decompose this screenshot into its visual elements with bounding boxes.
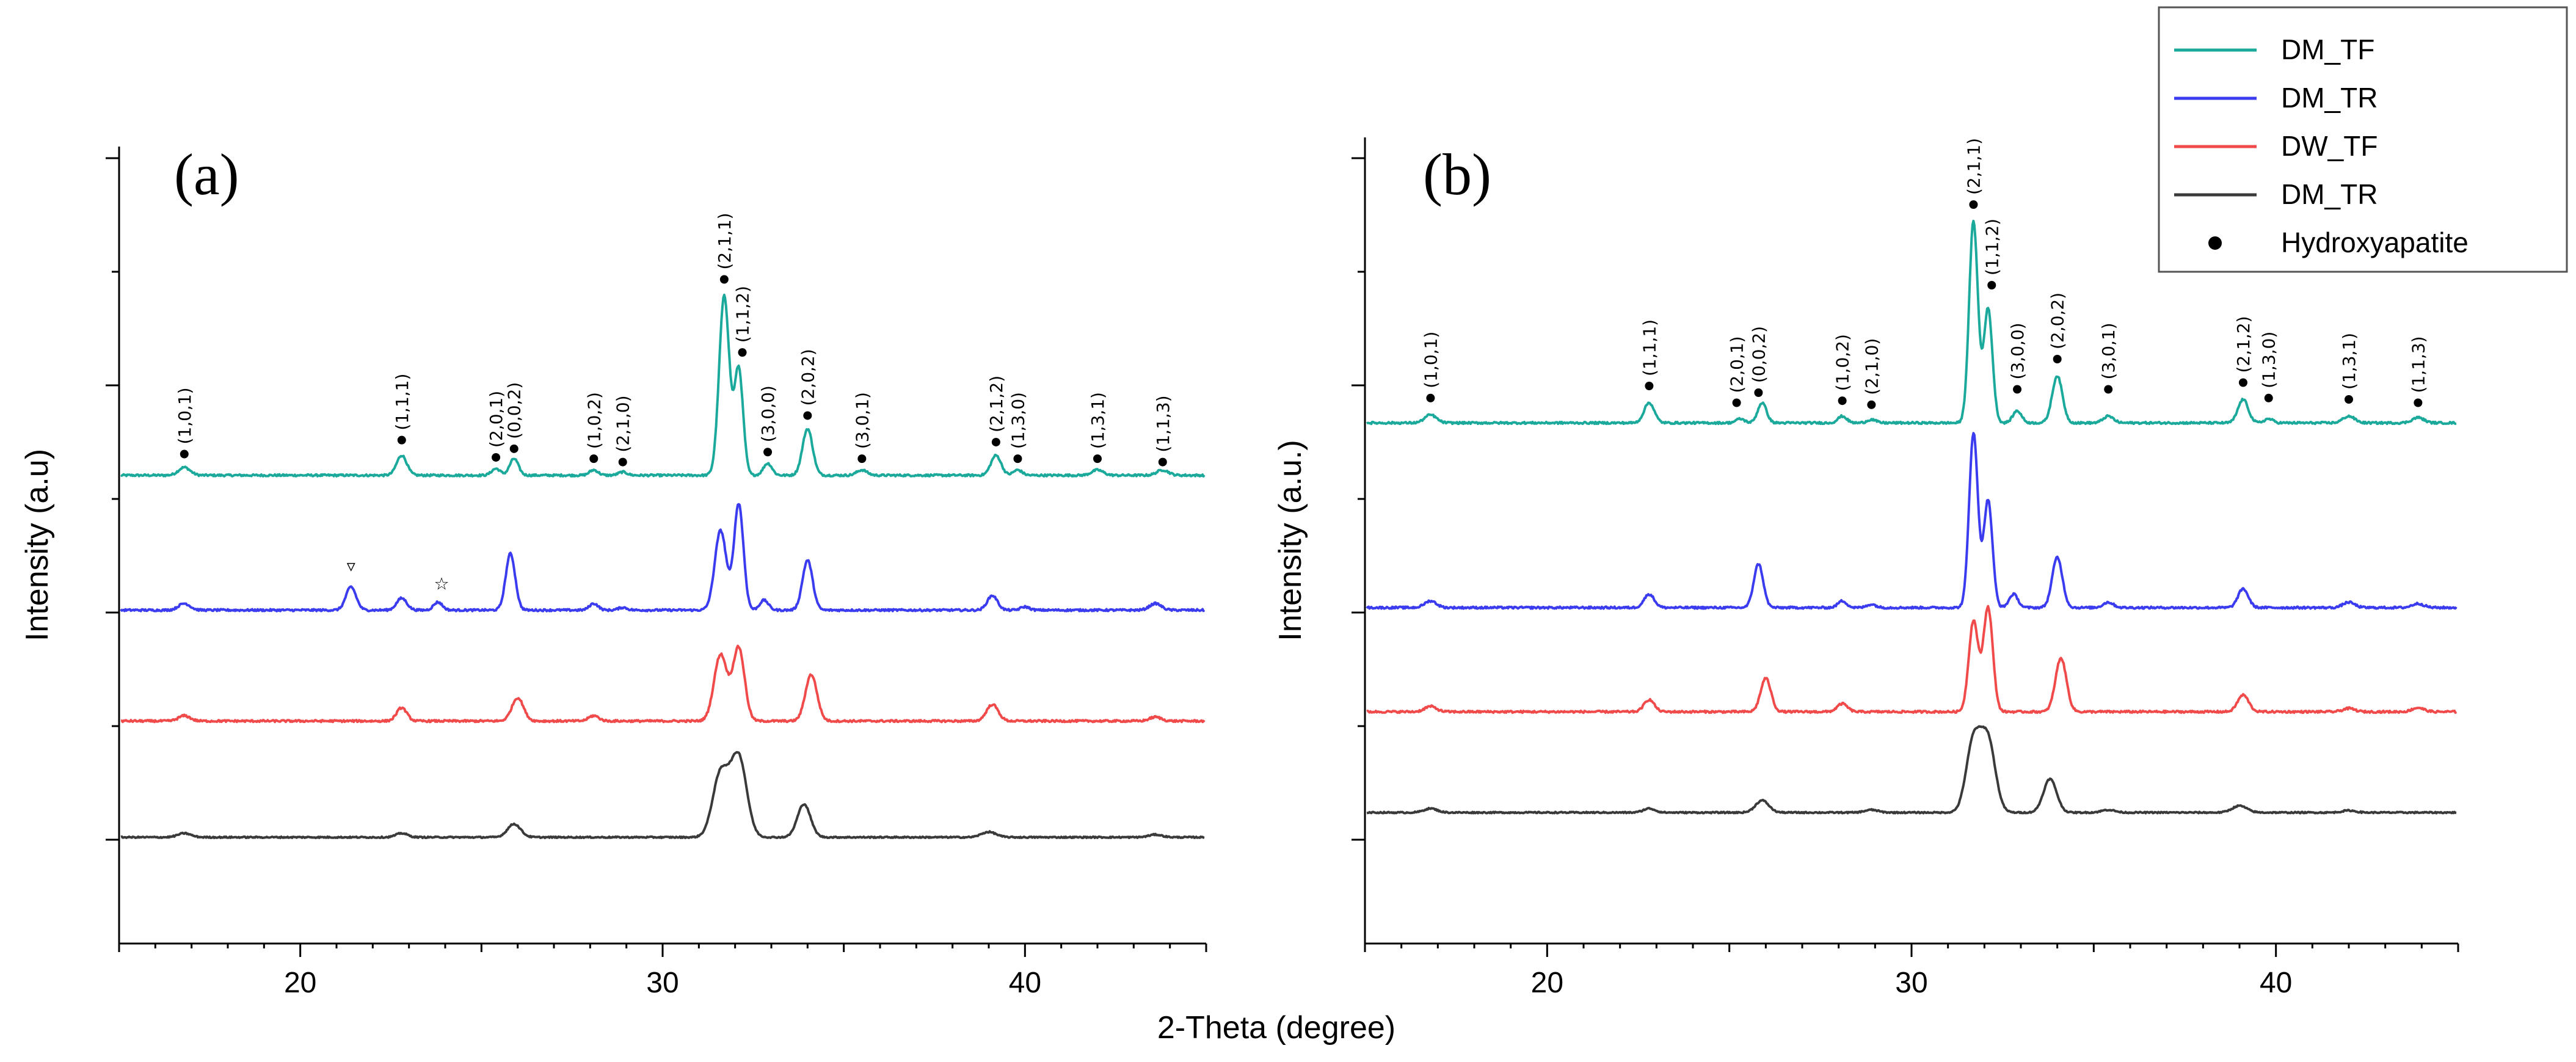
peak-label-111: (1,1,1) [1639,319,1659,376]
hydroxyapatite-marker [1093,454,1102,464]
legend-label: DM_TF [2281,34,2374,65]
x-tick-label: 30 [646,967,679,999]
shared-x-axis-title: 2-Theta (degree) [1157,1010,1395,1046]
peak-label-212: (2,1,2) [986,376,1006,432]
legend-dot-icon [2208,236,2222,250]
hydroxyapatite-marker [1838,396,1847,406]
y-axis-title: Intensity (a.u) [20,449,55,641]
peak-label-202: (2,0,2) [798,349,818,406]
hydroxyapatite-marker [1969,200,1978,209]
peak-label-211: (2,1,1) [715,213,735,269]
peak-label-130: (1,3,0) [1008,392,1028,449]
series-line-dm-tr-1 [120,503,1206,613]
peak-label-113: (1,1,3) [2408,336,2428,393]
peak-label-112: (1,1,2) [1982,219,2002,275]
legend-entry-0: DM_TF [2174,34,2374,65]
hydroxyapatite-marker [2238,378,2247,387]
peak-label-300: (3,0,0) [2007,322,2028,379]
peak-label-212: (2,1,2) [2233,316,2254,373]
panel-a: 20 30 40 Intensity (a.u) (a) (1,0,1) (1,1,1) (2… [20,142,1207,999]
legend-entry-2: DW_TF [2174,130,2378,162]
peak-label-211: (2,1,1) [1963,138,1984,195]
peak-label-101: (1,0,1) [1421,332,1441,388]
peak-label-210: (2,1,0) [1861,338,1882,395]
peak-label-102: (1,0,2) [1833,334,1853,391]
hydroxyapatite-marker [2013,385,2022,394]
peak-label-002: (0,0,2) [1748,326,1769,383]
hydroxyapatite-marker [991,437,1000,446]
series-line-dm-tr-3 [1366,725,2457,815]
legend-entry-1: DM_TR [2174,82,2378,114]
legend-entry-4: Hydroxyapatite [2208,227,2469,258]
hydroxyapatite-marker [1867,400,1876,409]
hydroxyapatite-marker [1158,457,1167,467]
legend-label: DW_TF [2281,130,2378,162]
peak-label-102: (1,0,2) [584,392,604,449]
hydroxyapatite-marker [1987,281,1996,289]
panel-label: (a) [174,142,239,207]
peak-label-202: (2,0,2) [2048,293,2068,349]
hydroxyapatite-marker [2345,395,2353,404]
hydroxyapatite-marker [2264,393,2273,402]
panel-b: 20 30 40 Intensity (a.u.) (b) (1,0,1) (1,1,1) (… [1273,137,2459,999]
y-axis-title: Intensity (a.u.) [1273,440,1308,641]
peak-label-131: (1,3,1) [1088,392,1108,449]
peak-label-112: (1,1,2) [733,286,753,343]
peak-label-300: (3,0,0) [758,385,778,442]
peak-label-131: (1,3,1) [2339,333,2359,390]
series-line-dm-tr-3 [120,751,1205,840]
hydroxyapatite-marker [1732,398,1741,407]
hydroxyapatite-marker [738,348,747,357]
peak-label-301: (3,0,1) [852,392,872,449]
legend-label: DM_TR [2281,82,2378,114]
peak-label-210: (2,1,0) [613,395,633,452]
legend: DM_TF DM_TR DW_TF DM_TR Hydroxyapatite [2158,6,2568,273]
hydroxyapatite-marker [1754,388,1763,397]
hydroxyapatite-marker [763,448,773,457]
hydroxyapatite-marker [2104,385,2113,394]
peak-label-201: (2,0,1) [1727,336,1747,393]
hydroxyapatite-marker [180,449,189,459]
x-tick-label: 40 [2260,967,2292,999]
x-tick-label: 20 [284,967,316,999]
hydroxyapatite-marker [618,457,627,467]
peak-label-113: (1,1,3) [1153,395,1173,452]
hydroxyapatite-marker [1426,393,1435,402]
hydroxyapatite-marker [397,435,406,445]
hydroxyapatite-marker [2053,355,2062,363]
series-line-dm-tf-0 [120,293,1206,478]
legend-label: Hydroxyapatite [2281,227,2469,258]
peak-label-130: (1,3,0) [2259,332,2279,388]
legend-label: DM_TR [2281,178,2378,210]
peak-label-201: (2,0,1) [486,391,506,448]
x-tick-label: 30 [1895,967,1927,999]
peak-label-101: (1,0,1) [175,387,195,444]
panel-label: (b) [1423,142,1491,207]
x-tick-label: 20 [1531,967,1563,999]
series-line-dw-tf-2 [120,644,1206,724]
series-line-dw-tf-2 [1366,605,2458,715]
peak-label-301: (3,0,1) [2098,322,2119,379]
hydroxyapatite-marker [803,411,812,420]
phase-annotation-symbol: ☆ [434,573,449,594]
hydroxyapatite-marker [1645,382,1654,390]
hydroxyapatite-marker [2414,398,2423,407]
peak-label-111: (1,1,1) [392,374,412,431]
legend-entry-3: DM_TR [2174,178,2378,210]
hydroxyapatite-marker [857,454,867,464]
hydroxyapatite-marker [719,275,729,284]
x-tick-label: 40 [1009,967,1041,999]
hydroxyapatite-marker [509,444,518,453]
panels: 20 30 40 Intensity (a.u) (a) (1,0,1) (1,1,1) (2… [20,137,2459,999]
series-line-dm-tr-1 [1366,432,2458,610]
phase-annotation-symbol: ▿ [347,556,355,576]
series-line-dm-tf-0 [1366,219,2457,426]
hydroxyapatite-marker [589,454,599,464]
peak-label-002: (0,0,2) [504,382,525,439]
hydroxyapatite-marker [492,453,501,462]
hydroxyapatite-marker [1013,454,1022,464]
